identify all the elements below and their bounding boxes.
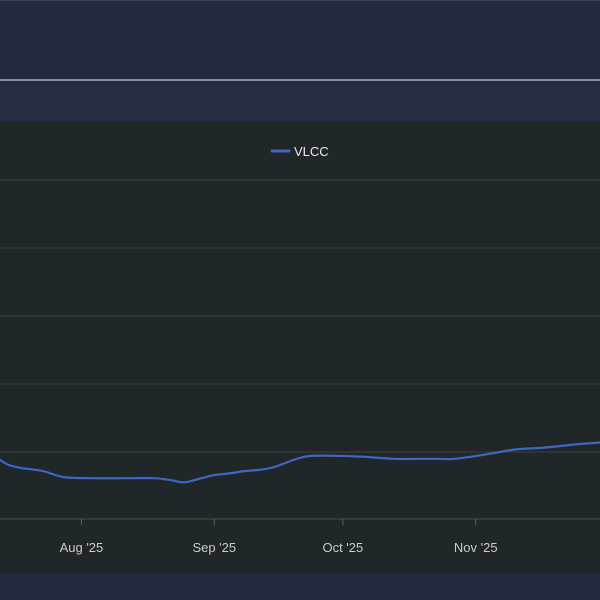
- series-line-vlcc[interactable]: [0, 441, 600, 484]
- series-layer: [0, 441, 600, 484]
- x-axis: Aug '25 Sep '25 Oct '25 Nov '25: [60, 519, 498, 555]
- x-tick-label: Sep '25: [192, 540, 236, 555]
- header-divider: [0, 79, 600, 81]
- x-tick-label: Aug '25: [60, 540, 104, 555]
- toolbar-area: [0, 81, 600, 121]
- x-tick-label: Nov '25: [454, 540, 498, 555]
- header-area: [0, 0, 600, 79]
- chart-panel: [0, 121, 600, 573]
- grid-lines: [0, 179, 600, 520]
- legend-label[interactable]: VLCC: [294, 144, 329, 159]
- x-tick-label: Oct '25: [322, 540, 363, 555]
- footer-area: [0, 573, 600, 600]
- legend[interactable]: VLCC: [270, 144, 329, 159]
